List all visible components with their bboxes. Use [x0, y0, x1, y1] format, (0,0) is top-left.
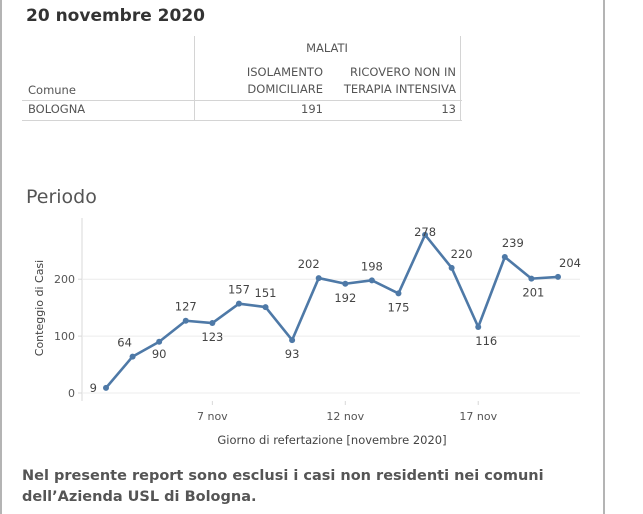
- table-divider-row-top: [22, 100, 462, 101]
- table-col1-header-line2: DOMICILIARE: [247, 82, 323, 96]
- left-frame-border: [0, 0, 2, 514]
- data-label: 204: [559, 256, 581, 270]
- data-point: [156, 338, 163, 345]
- data-point: [289, 337, 296, 344]
- data-label: 278: [414, 225, 436, 239]
- table-col2-header-line1: RICOVERO NON IN: [350, 65, 456, 79]
- table-col2-header-line2: TERAPIA INTENSIVA: [343, 82, 456, 96]
- data-point: [448, 264, 455, 271]
- data-label: 123: [201, 330, 223, 344]
- data-point: [528, 275, 535, 282]
- y-tick-label: 0: [68, 387, 75, 400]
- date-title: 20 novembre 2020: [26, 6, 205, 26]
- data-label: 220: [451, 247, 473, 261]
- table-divider-row-bottom: [22, 120, 462, 121]
- data-label: 175: [387, 300, 409, 314]
- period-title: Periodo: [26, 186, 97, 208]
- data-point: [315, 275, 322, 282]
- data-point: [262, 304, 269, 311]
- table-cell-comune: BOLOGNA: [28, 102, 86, 116]
- data-label: 127: [175, 300, 197, 314]
- data-point: [422, 231, 429, 238]
- data-label: 64: [117, 336, 132, 350]
- data-point: [129, 353, 136, 360]
- footnote-line-1: Nel presente report sono esclusi i casi …: [22, 468, 544, 484]
- data-point: [182, 317, 189, 324]
- data-label: 201: [522, 286, 544, 300]
- series-line: [104, 233, 560, 390]
- data-label: 93: [285, 347, 300, 361]
- data-label: 151: [255, 286, 277, 300]
- data-label: 157: [228, 283, 250, 297]
- y-tick-label: 100: [54, 330, 75, 343]
- data-label: 90: [152, 347, 167, 361]
- data-point: [501, 254, 508, 261]
- data-label: 116: [475, 334, 497, 348]
- data-point: [555, 273, 561, 280]
- data-point: [368, 277, 375, 284]
- data-point: [342, 280, 349, 287]
- table-col1-header-line1: ISOLAMENTO: [246, 65, 323, 79]
- y-tick-label: 200: [54, 273, 75, 286]
- footnote-line-2: dell’Azienda USL di Bologna.: [22, 489, 257, 505]
- footnote: Nel presente report sono esclusi i casi …: [22, 466, 582, 508]
- x-axis-title: Giorno di refertazione [novembre 2020]: [217, 433, 446, 447]
- y-axis-title: Conteggio di Casi: [33, 260, 46, 356]
- data-point: [235, 300, 242, 307]
- table-row-header: Comune: [28, 83, 76, 97]
- data-point: [395, 290, 402, 297]
- data-label: 202: [298, 257, 320, 271]
- data-label: 198: [361, 259, 383, 273]
- table-group-header: MALATI: [306, 41, 348, 55]
- cases-table: MALATI ISOLAMENTO DOMICILIARE RICOVERO N…: [22, 36, 462, 121]
- x-tick-label: 7 nov: [197, 410, 228, 423]
- data-label: 239: [502, 236, 524, 250]
- table-cell-ricovero: 13: [441, 102, 456, 116]
- data-point: [475, 324, 482, 330]
- table-divider-right: [460, 36, 461, 120]
- data-label: 192: [334, 291, 356, 305]
- data-label: 9: [90, 381, 97, 395]
- x-tick-label: 17 nov: [459, 410, 497, 423]
- x-tick-label: 12 nov: [326, 410, 364, 423]
- table-divider-vertical: [194, 36, 195, 120]
- data-point: [209, 320, 216, 327]
- data-point: [103, 384, 109, 391]
- table-cell-isolamento: 191: [301, 102, 323, 116]
- right-frame-border: [603, 0, 605, 514]
